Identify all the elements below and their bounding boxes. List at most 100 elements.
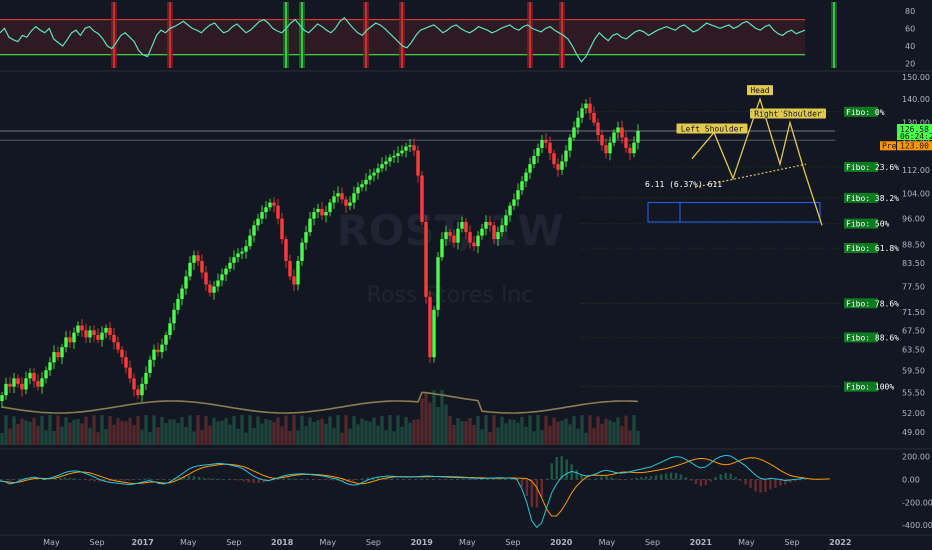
candle-body [452, 235, 456, 243]
volume-bar [180, 416, 184, 445]
macd-histogram-bar [664, 473, 668, 480]
candle-body [336, 193, 340, 197]
macd-histogram-bar [128, 479, 131, 481]
candle-body [496, 232, 500, 240]
candle-body [40, 378, 44, 387]
candle-body [352, 193, 356, 203]
volume-bar [604, 418, 608, 445]
candle-body [412, 145, 416, 151]
volume-bar [512, 419, 516, 445]
macd-histogram-bar [719, 474, 722, 480]
candle-body [348, 202, 352, 206]
volume-bar [424, 391, 428, 445]
macd-histogram-bar [182, 476, 186, 480]
volume-bar [232, 416, 236, 445]
macd-histogram-bar [202, 477, 206, 480]
candle-body [616, 127, 620, 133]
volume-bar [492, 415, 496, 445]
pre-price-bg [897, 141, 932, 151]
pattern-annotation-label: Right Shoulder [754, 110, 822, 119]
macd-histogram-bar [659, 474, 663, 480]
volume-bar [20, 418, 24, 445]
candle-body [64, 337, 68, 348]
volume-bar [160, 416, 164, 445]
volume-bar [460, 421, 464, 445]
candle-body [440, 239, 444, 258]
macd-histogram-bar [679, 474, 683, 480]
macd-histogram-bar [123, 479, 126, 481]
volume-bar [340, 432, 344, 445]
macd-histogram-bar [162, 479, 166, 481]
candle-body [552, 153, 556, 165]
macd-histogram-bar [649, 476, 653, 480]
volume-bar [124, 421, 128, 445]
candle-body [48, 362, 52, 371]
candle-body [292, 276, 296, 285]
candle-body [188, 262, 192, 277]
neckline [694, 163, 807, 188]
volume-bar [8, 428, 12, 445]
candle-body [240, 251, 244, 254]
fibo-tag-bg [844, 243, 878, 254]
candle-body [8, 383, 12, 387]
volume-bar [468, 418, 472, 445]
rsi-pane [0, 2, 932, 72]
macd-histogram-bar [630, 478, 633, 480]
macd-histogram-bar [525, 479, 529, 497]
price-tick-label: 59.50 [902, 366, 925, 375]
candle-body [364, 179, 368, 185]
last-price-value: 126.58 [900, 125, 929, 134]
macd-histogram-bar [356, 479, 360, 481]
candle-body [260, 212, 264, 219]
volume-bar [620, 426, 624, 445]
candle-body [120, 349, 124, 358]
x-tick-label: May [320, 538, 337, 547]
pre-tag-bg [880, 141, 896, 151]
volume-bar [404, 417, 408, 445]
candle-body [108, 327, 112, 336]
macd-histogram-bar [326, 479, 330, 481]
volume-bar [216, 421, 220, 445]
candle-body [244, 246, 248, 252]
macd-histogram-bar [799, 479, 802, 481]
measure-box [647, 202, 821, 223]
candle-body [488, 221, 492, 226]
macd-pane [0, 454, 830, 529]
macd-histogram-bar [242, 479, 245, 482]
macd-tick-label: -200.00 [902, 498, 932, 507]
candle-body [4, 383, 8, 396]
candle-body [288, 260, 292, 277]
candle-body [368, 175, 372, 180]
macd-histogram-bar [600, 476, 603, 480]
volume-bar [272, 422, 276, 445]
candle-body [212, 286, 216, 293]
volume-bar [296, 430, 300, 445]
candle-body [416, 150, 420, 176]
macd-histogram-bar [177, 477, 181, 480]
x-tick-label: May [738, 538, 755, 547]
candle-body [216, 280, 220, 287]
volume-bar [300, 415, 304, 445]
volume-bar [56, 415, 60, 445]
macd-histogram-bar [262, 479, 265, 483]
candle-body [620, 127, 624, 138]
volume-bar [148, 431, 152, 445]
volume-bar [508, 419, 512, 445]
candle-body [200, 260, 204, 273]
candle-body [256, 218, 260, 226]
candle-body [152, 349, 156, 360]
pattern-line [691, 96, 823, 226]
macd-tick-label: 200.00 [902, 453, 930, 462]
pattern-annotation-bg [676, 123, 748, 134]
x-tick-label: May [599, 538, 616, 547]
volume-bar [556, 421, 560, 445]
volume-bar [168, 419, 172, 445]
macd-histogram-bar [53, 478, 57, 480]
candle-body [312, 212, 316, 219]
volume-bar [612, 422, 616, 445]
macd-histogram-bar [555, 457, 558, 480]
candle-body [56, 352, 60, 358]
candle-body [76, 325, 80, 333]
volume-bar [456, 418, 460, 445]
